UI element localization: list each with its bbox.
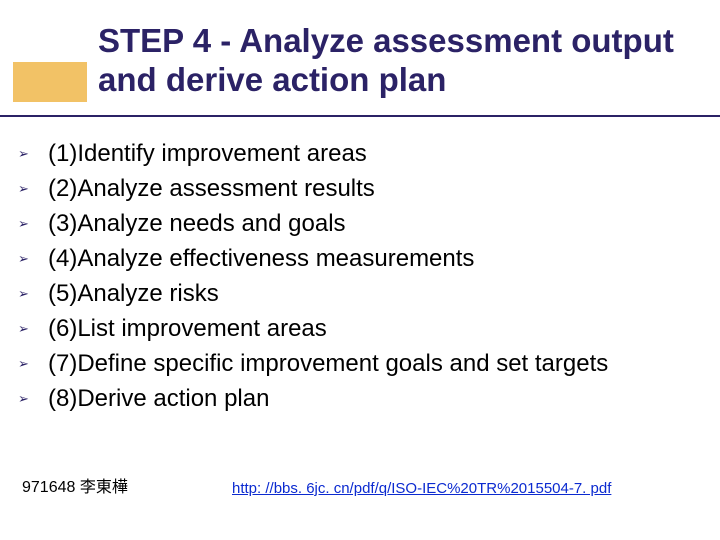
body-list: ➢ (1)Identify improvement areas ➢ (2)Ana… <box>16 138 704 418</box>
bullet-icon: ➢ <box>16 243 48 274</box>
bullet-icon: ➢ <box>16 313 48 344</box>
bullet-icon: ➢ <box>16 138 48 169</box>
list-item-text: (2)Analyze assessment results <box>48 173 704 204</box>
accent-box <box>13 62 87 102</box>
list-item-text: (3)Analyze needs and goals <box>48 208 704 239</box>
list-item: ➢ (6)List improvement areas <box>16 313 704 344</box>
list-item: ➢ (1)Identify improvement areas <box>16 138 704 169</box>
list-item-text: (7)Define specific improvement goals and… <box>48 348 704 379</box>
title-underline <box>0 115 720 117</box>
list-item: ➢ (7)Define specific improvement goals a… <box>16 348 704 379</box>
list-item: ➢ (2)Analyze assessment results <box>16 173 704 204</box>
list-item-text: (1)Identify improvement areas <box>48 138 704 169</box>
list-item-text: (5)Analyze risks <box>48 278 704 309</box>
bullet-icon: ➢ <box>16 278 48 309</box>
bullet-icon: ➢ <box>16 383 48 414</box>
list-item: ➢ (4)Analyze effectiveness measurements <box>16 243 704 274</box>
list-item-text: (4)Analyze effectiveness measurements <box>48 243 704 274</box>
bullet-icon: ➢ <box>16 348 48 379</box>
list-item: ➢ (3)Analyze needs and goals <box>16 208 704 239</box>
list-item: ➢ (5)Analyze risks <box>16 278 704 309</box>
footer-author: 971648 李東樺 <box>22 473 128 497</box>
bullet-icon: ➢ <box>16 173 48 204</box>
list-item-text: (8)Derive action plan <box>48 383 704 414</box>
list-item-text: (6)List improvement areas <box>48 313 704 344</box>
slide-title: STEP 4 - Analyze assessment output and d… <box>98 22 698 100</box>
list-item: ➢ (8)Derive action plan <box>16 383 704 414</box>
footer-link[interactable]: http: //bbs. 6jc. cn/pdf/q/ISO-IEC%20TR%… <box>232 480 611 497</box>
slide: STEP 4 - Analyze assessment output and d… <box>0 0 720 540</box>
bullet-icon: ➢ <box>16 208 48 239</box>
